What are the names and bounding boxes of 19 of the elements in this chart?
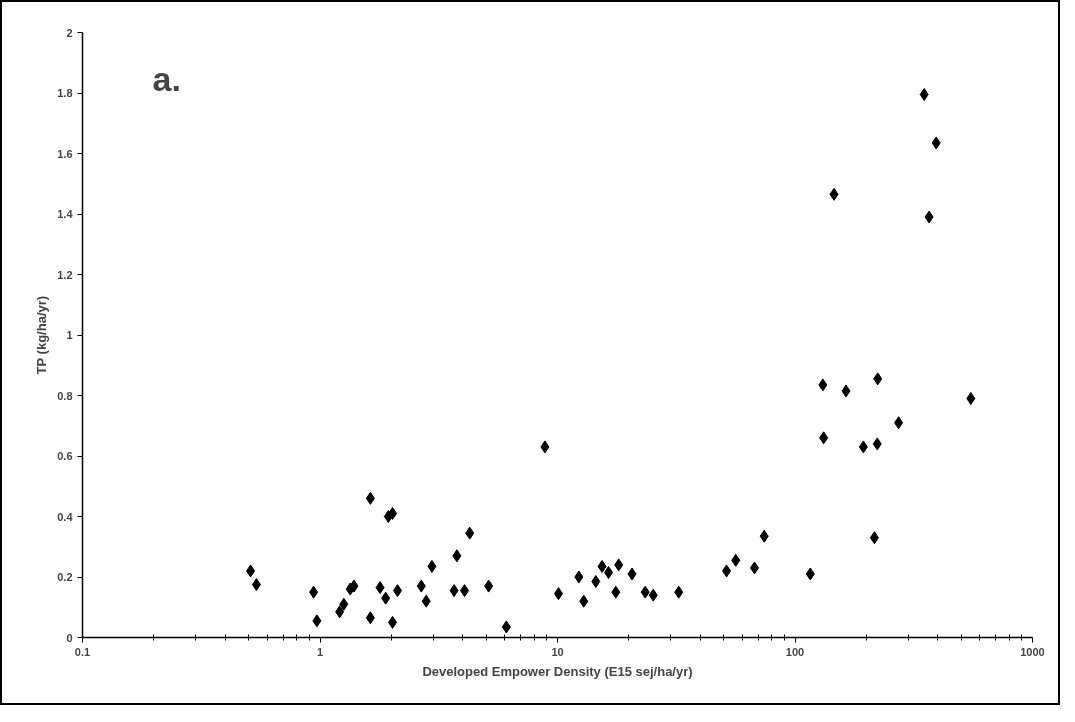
x-axis-title: Developed Empower Density (E15 sej/ha/yr): [422, 663, 693, 679]
x-tick-label: 100: [785, 645, 805, 658]
y-tick-label: 2: [66, 26, 73, 39]
y-tick-label: 0.4: [57, 510, 74, 523]
x-tick-label: 10: [551, 645, 564, 658]
y-axis-title: TP (kg/ha/yr): [34, 295, 50, 375]
annotation: a.: [152, 59, 181, 98]
y-tick-label: 1.6: [57, 147, 73, 160]
y-tick-label: 0.8: [57, 389, 73, 402]
y-tick-label: 1: [66, 329, 73, 341]
x-tick-label: 1: [316, 645, 324, 658]
y-tick-label: 0: [66, 631, 73, 644]
y-tick-label: 0.6: [57, 450, 73, 462]
y-tick-label: 1.8: [57, 87, 73, 99]
x-tick-label: 1000: [1020, 645, 1045, 658]
y-tick-label: 0.2: [57, 571, 73, 583]
y-tick-label: 1.2: [57, 268, 73, 281]
y-tick-label: 1.4: [57, 208, 74, 220]
x-tick-label: 0.1: [74, 645, 91, 658]
